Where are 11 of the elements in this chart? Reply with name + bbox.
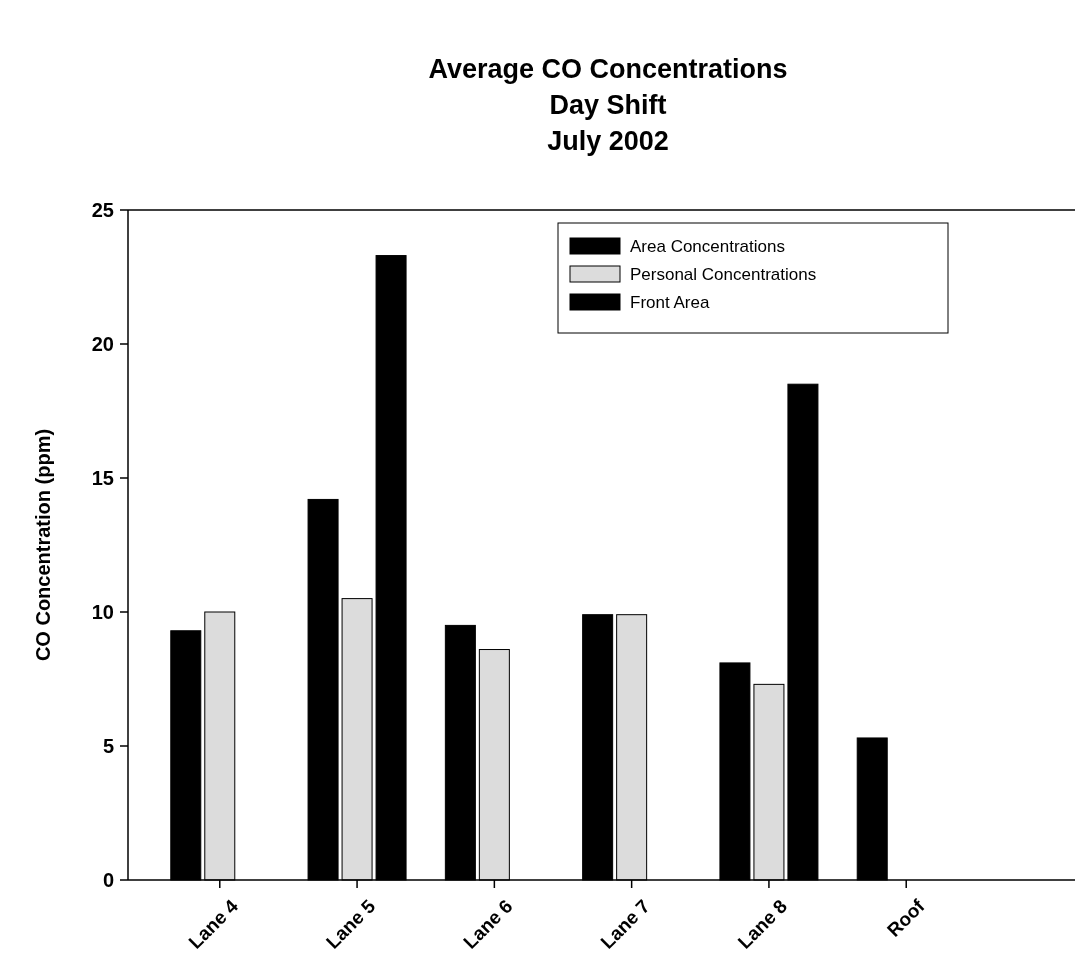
chart-title: Average CO Concentrations Day Shift July 2002 [428, 54, 788, 156]
legend-label: Area Concentrations [630, 236, 785, 256]
y-tick-label: 5 [102, 735, 114, 757]
y-tick-label: 20 [91, 333, 114, 355]
y-tick-label: 0 [102, 869, 114, 891]
y-tick-label: 25 [91, 199, 114, 221]
y-tick-label: 15 [91, 467, 114, 489]
legend-label: Front Area [630, 292, 710, 312]
legend-label: Personal Concentrations [630, 264, 817, 284]
y-tick-label: 10 [91, 601, 114, 623]
y-axis-title: CO Concentration (ppm) [32, 428, 54, 662]
